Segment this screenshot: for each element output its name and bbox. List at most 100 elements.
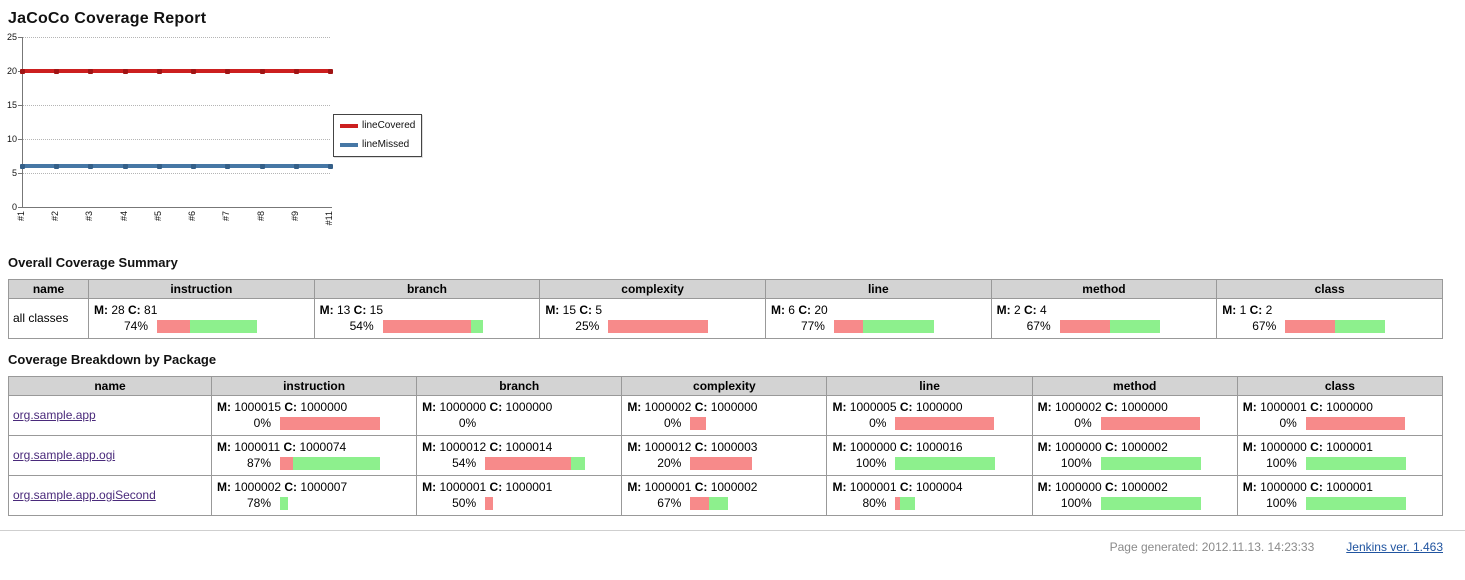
- lineCovered-data-point: [88, 69, 94, 74]
- missed-bar: [1100, 416, 1200, 430]
- missed-bar: [280, 456, 293, 470]
- lineMissed-data-point: [293, 164, 299, 170]
- package-link[interactable]: org.sample.app.ogiSecond: [13, 488, 156, 502]
- percent-and-bar: 67%: [1221, 319, 1438, 333]
- missed-covered-values: M: 1 C: 2: [1222, 303, 1273, 317]
- missed-covered-values: M: 6 C: 20: [770, 303, 828, 317]
- missed-covered-values: M: 1000000 C: 1000001: [1242, 480, 1373, 494]
- coverage-bar: [895, 496, 995, 510]
- lineCovered-data-point: [122, 69, 128, 74]
- percent-and-bar: 87%: [216, 456, 412, 470]
- percent-and-bar: 0%: [831, 416, 1027, 430]
- coverage-percent: 100%: [855, 456, 887, 470]
- column-header-name: name: [8, 376, 212, 396]
- lineMissed-legend-swatch: [340, 142, 358, 147]
- y-axis-tick-label: 10: [6, 134, 17, 144]
- row-name: all classes: [13, 311, 69, 325]
- column-header-name: name: [8, 279, 89, 299]
- percent-and-bar: 100%: [1242, 456, 1438, 470]
- complexity-cell: M: 15 C: 5 25%: [539, 298, 766, 339]
- method-cell: M: 2 C: 4 67%: [990, 298, 1218, 339]
- chart-legend: lineCovered lineMissed: [333, 114, 423, 157]
- x-axis-tick-label: #5: [152, 211, 163, 222]
- coverage-bar: [485, 417, 585, 430]
- page-title: JaCoCo Coverage Report: [8, 10, 207, 27]
- line-cell: M: 6 C: 20 77%: [764, 298, 992, 339]
- jenkins-version-link[interactable]: Jenkins ver. 1.463: [1346, 540, 1443, 554]
- complexity-cell: M: 1000001 C: 1000002 67%: [621, 475, 828, 516]
- missed-bar: [485, 496, 494, 510]
- method-cell: M: 1000000 C: 1000002 100%: [1031, 475, 1238, 516]
- instruction-cell: M: 1000015 C: 1000000 0%: [210, 395, 418, 436]
- missed-covered-values: M: 1000000 C: 1000001: [1242, 440, 1373, 454]
- method-cell: M: 1000002 C: 1000000 0%: [1031, 395, 1238, 436]
- instruction-cell: M: 28 C: 81 74%: [88, 298, 315, 339]
- coverage-bar: [895, 416, 995, 430]
- missed-covered-values: M: 1000015 C: 1000000: [217, 400, 348, 414]
- covered-bar: [280, 496, 288, 510]
- page-footer: Page generated: 2012.11.13. 14:23:33 Jenk…: [0, 530, 1465, 554]
- missed-covered-values: M: 1000001 C: 1000001: [422, 480, 553, 494]
- column-header-branch: branch: [313, 279, 541, 299]
- coverage-bar: [690, 416, 790, 430]
- complexity-cell: M: 1000002 C: 1000000 0%: [621, 395, 828, 436]
- y-axis-tick-label: 25: [6, 32, 17, 42]
- page-generated-timestamp: 2012.11.13. 14:23:33: [1201, 540, 1315, 554]
- package-link[interactable]: org.sample.app: [13, 408, 96, 422]
- column-header-class: class: [1216, 279, 1443, 299]
- lineCovered-data-point: [191, 69, 197, 74]
- column-header-method: method: [1031, 376, 1238, 396]
- column-header-instruction: instruction: [88, 279, 315, 299]
- y-tick: [18, 37, 22, 38]
- lineMissed-series-line: [22, 164, 330, 169]
- coverage-bar: [1100, 496, 1201, 510]
- percent-and-bar: 0%: [421, 416, 617, 430]
- coverage-percent: 0%: [253, 416, 271, 430]
- column-header-complexity: complexity: [539, 279, 766, 299]
- coverage-percent: 54%: [452, 456, 477, 470]
- class-cell: M: 1000000 C: 1000001 100%: [1236, 475, 1444, 516]
- x-axis-tick-label: #1: [16, 211, 26, 222]
- x-axis-tick-label: #8: [255, 211, 266, 222]
- lineCovered-legend-swatch: [340, 123, 358, 128]
- x-axis-tick-label: #7: [221, 211, 232, 222]
- name-cell: org.sample.app: [8, 395, 212, 436]
- coverage-bar: [280, 496, 380, 510]
- missed-bar: [157, 319, 190, 333]
- percent-and-bar: 0%: [1037, 416, 1233, 430]
- lineCovered-data-point: [225, 69, 231, 74]
- x-axis-tick-label: #9: [289, 211, 300, 222]
- covered-bar: [1305, 456, 1406, 470]
- class-cell: M: 1 C: 2 67%: [1216, 298, 1443, 339]
- branch-cell: M: 1000001 C: 1000001 50%: [416, 475, 623, 516]
- lineCovered-series-line: [22, 69, 330, 73]
- missed-bar: [833, 319, 863, 333]
- missed-covered-values: M: 1000012 C: 1000003: [627, 440, 758, 454]
- coverage-bar: [280, 416, 380, 430]
- y-axis-tick-label: 20: [6, 66, 17, 76]
- missed-covered-values: M: 1000012 C: 1000014: [422, 440, 553, 454]
- missed-bar: [382, 319, 471, 333]
- overall-coverage-summary-table: name instruction branch complexity line metho…: [8, 279, 1443, 339]
- coverage-percent: 87%: [246, 456, 271, 470]
- line-cell: M: 1000005 C: 1000000 0%: [826, 395, 1033, 436]
- branch-cell: M: 13 C: 15 54%: [313, 298, 541, 339]
- lineCovered-data-point: [54, 69, 60, 74]
- class-cell: M: 1000000 C: 1000001 100%: [1236, 435, 1444, 476]
- coverage-percent: 0%: [663, 416, 682, 430]
- lineCovered-data-point: [156, 69, 162, 74]
- package-link[interactable]: org.sample.app.ogi: [13, 448, 116, 462]
- y-tick: [18, 105, 22, 106]
- coverage-percent: 77%: [800, 319, 825, 333]
- missed-covered-values: M: 1000002 C: 1000007: [217, 480, 348, 494]
- instruction-cell: M: 1000011 C: 1000074 87%: [210, 435, 418, 476]
- column-header-class: class: [1236, 376, 1444, 396]
- percent-and-bar: 77%: [770, 319, 987, 333]
- column-header-branch: branch: [416, 376, 623, 396]
- covered-bar: [895, 456, 996, 470]
- missed-covered-values: M: 1000002 C: 1000000: [1037, 400, 1168, 414]
- x-axis-tick-label: #6: [187, 211, 198, 222]
- class-cell: M: 1000001 C: 1000000 0%: [1236, 395, 1444, 436]
- percent-and-bar: 100%: [1242, 496, 1438, 510]
- missed-bar: [1285, 319, 1336, 333]
